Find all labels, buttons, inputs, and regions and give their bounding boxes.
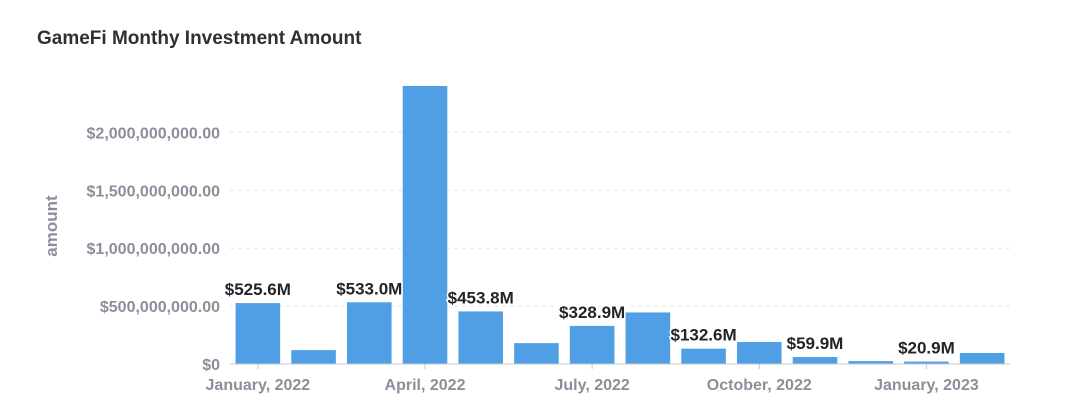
bars [235,86,1005,364]
y-axis-ticks: $0 $500,000,000.00 $1,000,000,000.00 $1,500… [87,125,221,374]
bar [792,357,838,364]
y-tick-label: $1,000,000,000.00 [87,241,221,258]
bar [235,303,281,364]
x-tick-label: January, 2022 [206,377,311,394]
y-tick-label: $2,000,000,000.00 [87,125,221,142]
data-label: $533.0M [336,279,402,298]
x-tick-label: July, 2022 [554,377,629,394]
x-tick-label: October, 2022 [707,377,812,394]
y-tick-label: $500,000,000.00 [100,299,220,316]
data-labels: $525.6M $533.0M $453.8M $328.9M $132.6M $59.9… [223,278,956,359]
y-axis-label: amount [42,195,61,257]
y-tick-label: $1,500,000,000.00 [87,183,221,200]
x-tick-label: January, 2023 [874,377,979,394]
data-label: $132.6M [670,326,736,345]
bar [737,341,782,364]
data-label: $20.9M [898,339,955,358]
bar [959,352,1005,364]
x-tick-label: April, 2022 [385,377,466,394]
bar [904,361,949,364]
y-tick-label: $0 [202,357,220,374]
x-axis-ticks: January, 2022 April, 2022 July, 2022 Octobe… [206,364,979,394]
data-label: $525.6M [225,280,291,299]
bar [625,312,671,364]
bar [569,325,615,364]
chart-title: GameFi Monthy Investment Amount [37,28,362,49]
data-label: $328.9M [559,303,625,322]
bar [458,311,503,364]
bar [681,348,726,364]
bar [848,361,893,364]
bar [347,302,392,364]
bar [291,350,336,364]
data-label: $453.8M [448,288,514,307]
bar [514,343,559,364]
data-label: $59.9M [787,334,844,353]
bar [402,86,448,364]
